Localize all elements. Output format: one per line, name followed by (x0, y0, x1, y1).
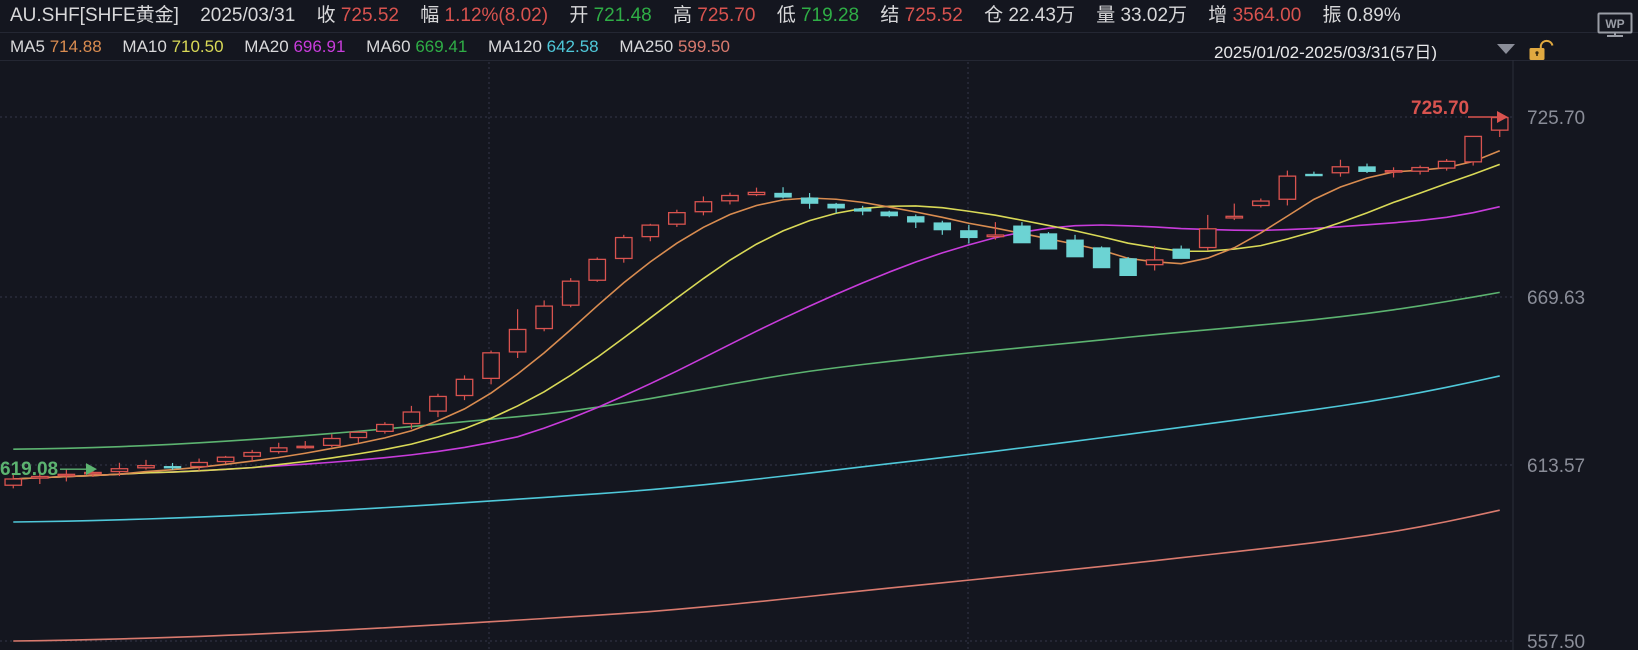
svg-text:613.57: 613.57 (1527, 456, 1585, 477)
svg-text:725.70: 725.70 (1527, 108, 1585, 129)
svg-text:557.50: 557.50 (1527, 632, 1585, 650)
svg-text:725.70: 725.70 (1411, 98, 1469, 119)
svg-text:669.63: 669.63 (1527, 288, 1585, 309)
svg-text:619.08: 619.08 (0, 459, 58, 480)
